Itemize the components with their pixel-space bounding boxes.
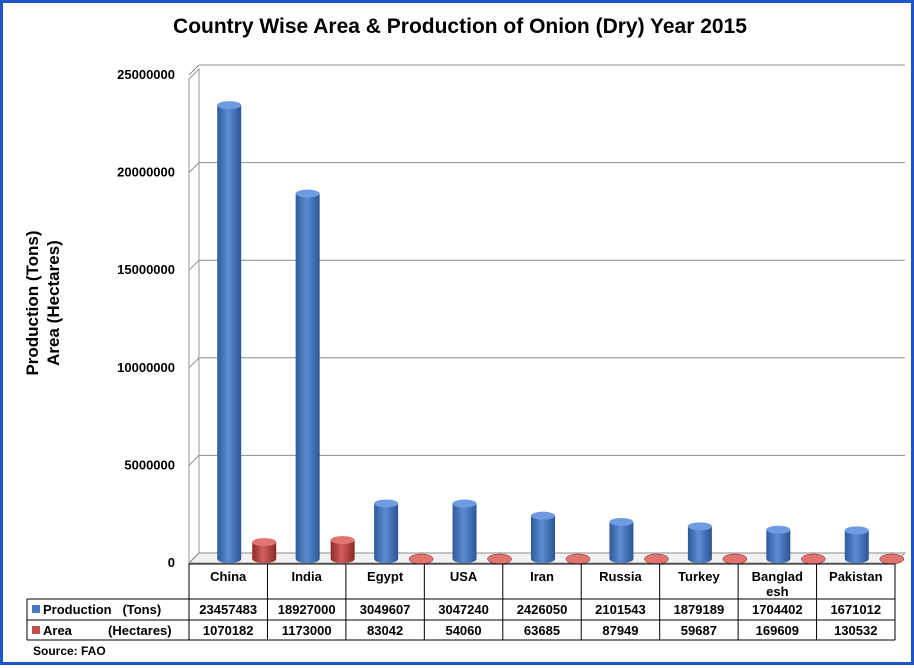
bar-production bbox=[217, 101, 242, 564]
legend-label: Production (Tons) bbox=[43, 602, 161, 617]
legend-label: Area (Hectares) bbox=[43, 623, 172, 638]
bar-production-top bbox=[766, 525, 791, 534]
legend-swatch bbox=[32, 626, 40, 634]
data-label: 2101543 bbox=[595, 602, 646, 617]
x-tick-label: China bbox=[210, 569, 247, 584]
bar-area-disk bbox=[565, 553, 591, 565]
data-label: 3047240 bbox=[438, 602, 489, 617]
bar-production bbox=[766, 525, 791, 563]
gridline-depth bbox=[188, 259, 200, 271]
x-tick-label: India bbox=[291, 569, 322, 584]
gridline-depth bbox=[188, 455, 200, 466]
chart-title: Country Wise Area & Production of Onion … bbox=[173, 15, 747, 38]
bar-area-disk bbox=[644, 553, 669, 565]
bar-area-disk bbox=[801, 553, 826, 565]
y-tick-label: 5000000 bbox=[124, 457, 175, 472]
bar-area-disk bbox=[879, 553, 905, 565]
legend-swatch bbox=[32, 605, 40, 613]
bar-production-body bbox=[217, 105, 242, 564]
x-tick-label: Banglad bbox=[752, 569, 803, 584]
x-tick-label: Russia bbox=[599, 569, 642, 584]
bar-area-top bbox=[252, 538, 277, 547]
data-label: 87949 bbox=[602, 623, 638, 638]
bar-production-top bbox=[374, 499, 399, 508]
data-label: 1704402 bbox=[752, 602, 803, 617]
x-tick-label: USA bbox=[450, 569, 478, 584]
bar-production-body bbox=[295, 193, 320, 563]
bar-area bbox=[487, 553, 512, 565]
x-tick-label: Egypt bbox=[367, 569, 404, 584]
y-tick-label: 0 bbox=[168, 555, 175, 570]
y-tick-label: 15000000 bbox=[117, 262, 175, 277]
y-tick-label: 25000000 bbox=[117, 67, 175, 82]
bar-production bbox=[687, 522, 712, 563]
bar-production-body bbox=[687, 526, 712, 563]
data-label: 54060 bbox=[445, 623, 481, 638]
y-tick-label: 10000000 bbox=[117, 360, 175, 375]
bar-production-top bbox=[609, 517, 634, 526]
bar-production-top bbox=[687, 522, 712, 531]
source-note: Source: FAO bbox=[33, 644, 106, 658]
bar-production bbox=[374, 499, 399, 563]
data-label: 23457483 bbox=[199, 602, 257, 617]
data-label: 169609 bbox=[756, 623, 799, 638]
bar-production-body bbox=[844, 530, 869, 563]
gridline-depth bbox=[188, 552, 200, 564]
bar-production-body bbox=[531, 515, 555, 563]
bar-production bbox=[844, 526, 869, 563]
bar-production bbox=[452, 499, 477, 563]
gridline-depth bbox=[188, 162, 200, 173]
bar-production-top bbox=[531, 511, 555, 520]
bar-production-top bbox=[844, 526, 869, 535]
side-wall bbox=[188, 67, 200, 565]
bar-area bbox=[801, 553, 826, 565]
bar-production-body bbox=[374, 503, 399, 563]
x-tick-label: Turkey bbox=[678, 569, 720, 584]
bar-area-disk bbox=[487, 553, 512, 565]
data-label: 1671012 bbox=[830, 602, 881, 617]
bar-production-top bbox=[217, 101, 242, 110]
bar-area-disk bbox=[722, 553, 748, 565]
bar-production bbox=[609, 517, 634, 563]
bar-area bbox=[644, 553, 669, 565]
gridline-depth bbox=[188, 357, 200, 369]
data-label: 1879189 bbox=[674, 602, 725, 617]
bar-production bbox=[295, 189, 320, 563]
bar-area bbox=[722, 553, 748, 565]
data-label: 83042 bbox=[367, 623, 403, 638]
y-tick-label: 20000000 bbox=[117, 165, 175, 180]
bar-area bbox=[565, 553, 591, 565]
data-label: 63685 bbox=[524, 623, 560, 638]
data-label: 2426050 bbox=[517, 602, 568, 617]
data-label: 18927000 bbox=[278, 602, 336, 617]
x-tick-label: esh bbox=[766, 584, 788, 599]
x-tick-label: Pakistan bbox=[829, 569, 883, 584]
bar-production-top bbox=[295, 189, 320, 198]
bar-area-top bbox=[330, 536, 355, 545]
bar-area bbox=[252, 538, 277, 563]
bar-production-top bbox=[452, 499, 477, 508]
bar-area bbox=[330, 536, 355, 563]
bar-production bbox=[531, 511, 555, 563]
bar-production-body bbox=[609, 521, 634, 563]
data-label: 59687 bbox=[681, 623, 717, 638]
data-label: 1070182 bbox=[203, 623, 254, 638]
chart-plot: 0 5000000 10000000 15000000 20000000 25000000… bbox=[26, 64, 907, 641]
bar-area bbox=[408, 553, 434, 565]
data-label: 1173000 bbox=[282, 623, 332, 638]
gridline-depth bbox=[188, 64, 200, 76]
x-tick-label: Iran bbox=[530, 569, 554, 584]
bar-area bbox=[879, 553, 905, 565]
bar-area-body bbox=[252, 542, 277, 563]
data-label: 130532 bbox=[834, 623, 877, 638]
bar-area-body bbox=[330, 540, 355, 563]
bar-area-disk bbox=[408, 553, 434, 565]
bar-production-body bbox=[452, 503, 477, 563]
bar-production-body bbox=[766, 529, 791, 563]
data-label: 3049607 bbox=[360, 602, 411, 617]
